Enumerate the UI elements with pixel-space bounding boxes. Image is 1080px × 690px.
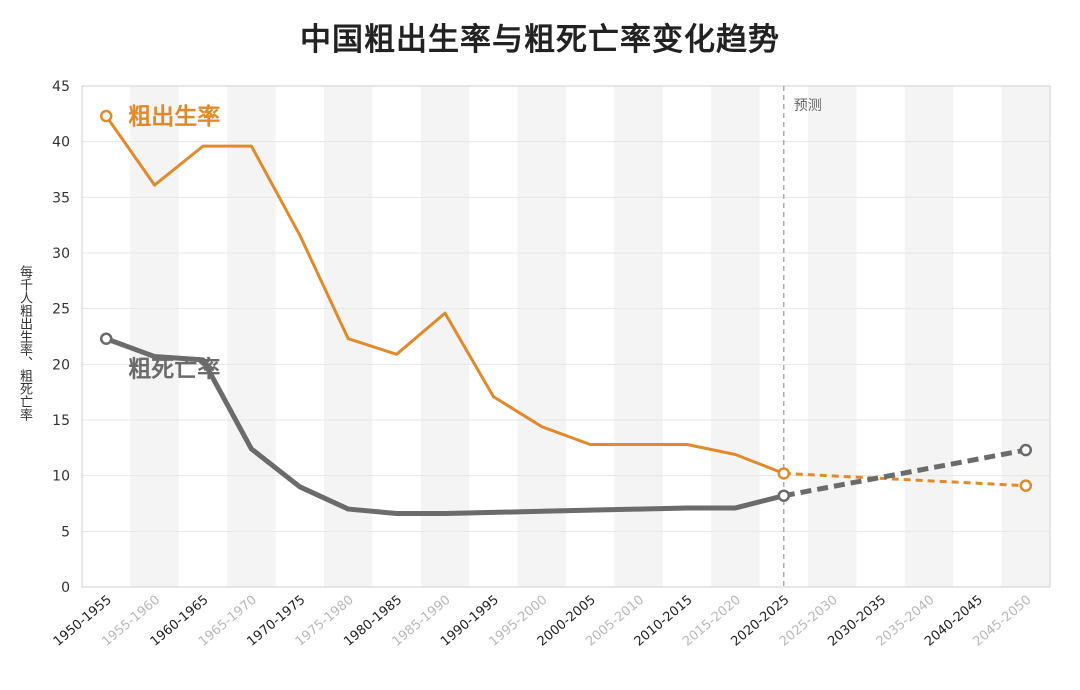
background-band <box>1001 86 1050 587</box>
background-band <box>614 86 663 587</box>
background-band <box>904 86 954 587</box>
y-axis-label: 每千人粗出生率、粗死亡率 <box>17 265 32 421</box>
plot-frame <box>81 85 1051 588</box>
y-tick-label: 45 <box>52 79 70 95</box>
data-point-marker <box>99 332 113 345</box>
series-label: 粗出生率 <box>128 103 220 130</box>
y-tick-label: 15 <box>52 413 70 429</box>
forecast-annotation: 预测 <box>794 98 822 114</box>
y-tick-label: 5 <box>61 524 70 540</box>
y-tick-label: 30 <box>52 246 70 262</box>
data-point-marker <box>777 489 791 502</box>
data-point-marker <box>99 109 113 123</box>
series-line <box>105 336 785 517</box>
chart-title: 中国粗出生率与粗死亡率变化趋势 <box>300 22 780 58</box>
series-forecast-line <box>783 447 1027 499</box>
series-lines <box>104 115 1027 517</box>
y-tick-label: 40 <box>52 135 70 151</box>
y-tick-label: 0 <box>61 580 70 596</box>
y-tick-label: 35 <box>52 190 70 206</box>
background-band <box>227 86 276 587</box>
background-band <box>711 86 760 587</box>
background-band <box>130 86 179 587</box>
data-point-marker <box>1019 443 1033 457</box>
background-band <box>808 86 857 587</box>
data-point-marker <box>777 467 791 480</box>
y-tick-label: 10 <box>52 469 70 485</box>
y-tick-label: 25 <box>52 302 70 318</box>
y-tick-label: 20 <box>52 357 70 373</box>
background-bands <box>130 86 1050 587</box>
background-band <box>517 86 566 587</box>
background-band <box>420 86 470 587</box>
series-line <box>104 115 785 475</box>
data-point-marker <box>1019 479 1033 492</box>
series-forecast-line <box>783 471 1026 488</box>
series-markers <box>99 109 1033 502</box>
series-label: 粗死亡率 <box>128 356 220 383</box>
